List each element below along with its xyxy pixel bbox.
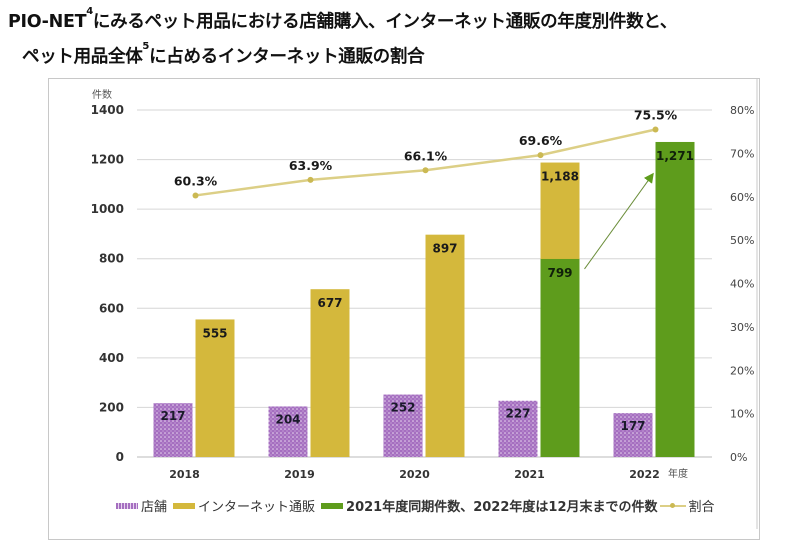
y2-tick-label: 20% — [730, 364, 754, 377]
chart-canvas: 0 200 400 600 800 1000 1200 1400 0% 10% 20% 30% 40% 5… — [91, 78, 758, 529]
bar-store — [153, 403, 193, 457]
legend-label-internet: インターネット通販 — [198, 500, 316, 515]
title-text: PIO-NET — [8, 12, 87, 32]
ratio-label: 69.6% — [519, 133, 563, 148]
ratio-point — [652, 126, 659, 133]
data-label-internet: 677 — [317, 296, 342, 310]
y-axis-label: 件数 — [92, 88, 112, 101]
footnote-ref: 5 — [142, 41, 150, 52]
chart-title-line1: PIO-NET4にみるペット用品における店舗購入、インターネット通販の年度別件数… — [8, 6, 678, 33]
legend-swatch-same-period — [321, 502, 344, 509]
x-tick-label: 2022 — [629, 468, 660, 481]
ratio-point — [537, 152, 544, 159]
legend: 店舗 インターネット通販 2021年度同期件数、2022年度は12月末までの件数… — [110, 496, 715, 515]
y2-tick-label: 60% — [730, 191, 754, 204]
bar-store — [268, 406, 308, 457]
legend-label-store: 店舗 — [141, 500, 168, 515]
data-label-same-period: 1,271 — [656, 149, 694, 163]
y-tick-label: 400 — [99, 351, 124, 365]
chart-title-line2: ペット用品全体5に占めるインターネット通販の割合 — [22, 41, 425, 68]
bar-same-period — [655, 141, 695, 457]
data-label-store: 217 — [160, 409, 185, 423]
y2-tick-label: 50% — [730, 234, 754, 247]
data-label-internet: 1,188 — [541, 170, 579, 184]
data-label-store: 227 — [505, 407, 530, 421]
legend-swatch-store — [116, 502, 138, 509]
bar-store — [613, 413, 653, 457]
y2-tick-label: 40% — [730, 278, 754, 291]
ratio-point — [422, 167, 429, 174]
data-label-store: 204 — [275, 412, 300, 426]
data-label-same-period: 799 — [547, 266, 572, 280]
y2-tick-label: 30% — [730, 321, 754, 334]
y2-tick-label: 0% — [730, 451, 747, 464]
y2-tick-label: 80% — [730, 104, 754, 117]
data-label-internet: 555 — [202, 326, 227, 340]
title-text: ペット用品全体 — [22, 47, 143, 67]
ratio-label: 60.3% — [174, 173, 218, 188]
y-tick-label: 1000 — [91, 202, 124, 216]
x-tick-label: 2018 — [169, 468, 200, 481]
ratio-label: 75.5% — [634, 108, 678, 123]
bar-internet — [310, 289, 350, 457]
x-axis-label: 年度 — [668, 467, 688, 480]
trend-arrow — [584, 172, 654, 270]
title-text: にみるペット用品における店舗購入、インターネット通販の年度別件数と、 — [92, 12, 678, 32]
ratio-point — [192, 192, 199, 199]
y-tick-label: 1400 — [91, 103, 124, 117]
legend-label-ratio: 割合 — [688, 500, 715, 515]
data-label-internet: 897 — [432, 242, 457, 256]
legend-label-same-period: 2021年度同期件数、2022年度は12月末までの件数 — [346, 500, 658, 515]
y2-tick-label: 70% — [730, 147, 754, 160]
ratio-label: 66.1% — [404, 148, 448, 163]
y-tick-label: 1200 — [91, 153, 124, 167]
data-label-store: 252 — [390, 401, 415, 415]
bar-internet — [425, 234, 465, 457]
data-label-store: 177 — [620, 419, 645, 433]
ratio-point — [307, 176, 314, 183]
y-tick-label: 200 — [99, 400, 124, 414]
x-tick-label: 2019 — [284, 468, 315, 481]
y2-tick-label: 10% — [730, 408, 754, 421]
legend-swatch-ratio — [659, 502, 686, 508]
y-tick-label: 0 — [116, 450, 124, 464]
bar-store — [383, 394, 423, 457]
footnote-ref: 4 — [86, 6, 93, 17]
bar-same-period — [540, 258, 580, 457]
ratio-label: 63.9% — [289, 158, 333, 173]
y-tick-label: 600 — [99, 301, 124, 315]
x-tick-label: 2020 — [399, 468, 430, 481]
legend-swatch-internet — [173, 502, 196, 509]
y-tick-label: 800 — [99, 252, 124, 266]
title-text: に占めるインターネット通販の割合 — [149, 47, 425, 67]
x-tick-label: 2021 — [514, 468, 545, 481]
bar-store — [498, 400, 538, 457]
bar-internet — [195, 319, 235, 457]
